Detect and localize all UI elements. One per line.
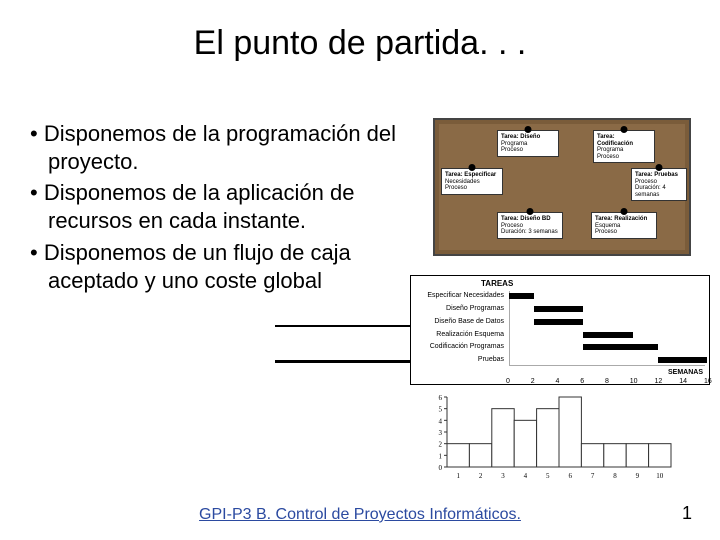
svg-text:6: 6 xyxy=(439,394,443,402)
svg-text:4: 4 xyxy=(439,417,443,425)
pin-icon xyxy=(525,126,532,133)
bullet-item: Disponemos de la aplicación de recursos … xyxy=(30,179,430,234)
gantt-task-label: Especificar Necesidades xyxy=(404,292,504,299)
page-number: 1 xyxy=(682,503,692,524)
task-card-line: Tarea: Realización xyxy=(595,216,653,223)
gantt-bar xyxy=(583,332,633,338)
task-card-line: Proceso xyxy=(597,154,651,161)
gantt-task-label: Realización Esquema xyxy=(404,331,504,338)
task-card-line: Programa xyxy=(597,147,651,154)
bullet-item: Disponemos de la programación del proyec… xyxy=(30,120,430,175)
task-card-line: Proceso xyxy=(595,229,653,236)
task-card: Tarea: DiseñoProgramaProceso xyxy=(497,130,559,157)
gantt-bar xyxy=(583,344,657,350)
gantt-x-tick: 4 xyxy=(556,378,560,385)
gantt-grid xyxy=(509,291,705,366)
svg-text:9: 9 xyxy=(636,472,640,480)
gantt-x-tick: 0 xyxy=(506,378,510,385)
gantt-task-label: Pruebas xyxy=(404,356,504,363)
svg-text:8: 8 xyxy=(613,472,617,480)
pin-icon xyxy=(656,164,663,171)
footer-text: GPI-P3 B. Control de Proyectos Informáti… xyxy=(0,506,720,524)
svg-text:5: 5 xyxy=(546,472,550,480)
task-card-line: Programa xyxy=(501,141,555,148)
gantt-x-tick: 16 xyxy=(704,378,712,385)
task-card-line: Esquema xyxy=(595,223,653,230)
bar-chart: 0 1 2 3 4 5 6 1 2 3 4 5 6 7 8 9 10 xyxy=(425,393,675,481)
gantt-task-label: Diseño Programas xyxy=(404,305,504,312)
svg-text:6: 6 xyxy=(568,472,572,480)
gantt-x-tick: 6 xyxy=(580,378,584,385)
task-card: Tarea: PruebasProcesoDuración: 4 semanas xyxy=(631,168,687,201)
svg-text:3: 3 xyxy=(501,472,505,480)
task-card-line: Proceso xyxy=(501,223,559,230)
gantt-bar xyxy=(658,357,708,363)
gantt-x-tick: 8 xyxy=(605,378,609,385)
task-card-line: Necesidades xyxy=(445,179,499,186)
slide-title: El punto de partida. . . xyxy=(0,24,720,63)
svg-text:1: 1 xyxy=(439,452,443,460)
svg-text:3: 3 xyxy=(439,429,443,437)
pin-icon xyxy=(621,126,628,133)
svg-text:7: 7 xyxy=(591,472,595,480)
gantt-bar xyxy=(534,306,584,312)
pin-icon xyxy=(621,208,628,215)
bar-chart-svg: 0 1 2 3 4 5 6 1 2 3 4 5 6 7 8 9 10 xyxy=(425,393,675,481)
svg-text:0: 0 xyxy=(439,464,443,472)
gantt-task-label: Codificación Programas xyxy=(404,343,504,350)
task-card-line: Tarea: Diseño xyxy=(501,134,555,141)
gantt-chart: TAREAS SEMANAS Especificar NecesidadesDi… xyxy=(410,275,710,385)
gantt-task-label: Diseño Base de Datos xyxy=(404,318,504,325)
svg-text:2: 2 xyxy=(439,441,443,449)
bullet-item: Disponemos de un flujo de caja aceptado … xyxy=(30,239,430,294)
gantt-bar xyxy=(534,319,584,325)
svg-text:2: 2 xyxy=(479,472,483,480)
svg-text:5: 5 xyxy=(439,406,443,414)
gantt-x-title: SEMANAS xyxy=(668,369,703,376)
bulletin-board: Tarea: DiseñoProgramaProcesoTarea: Codif… xyxy=(433,118,691,256)
task-card-line: Duración: 3 semanas xyxy=(501,229,559,236)
gantt-x-tick: 2 xyxy=(531,378,535,385)
svg-text:4: 4 xyxy=(524,472,528,480)
bullet-list: Disponemos de la programación del proyec… xyxy=(30,120,430,298)
task-card-line: Duración: 4 semanas xyxy=(635,185,683,198)
gantt-x-tick: 14 xyxy=(679,378,687,385)
task-card: Tarea: Diseño BDProcesoDuración: 3 seman… xyxy=(497,212,563,239)
gantt-bar xyxy=(509,293,534,299)
svg-text:1: 1 xyxy=(456,472,460,480)
task-card: Tarea: RealizaciónEsquemaProceso xyxy=(591,212,657,239)
accent-line xyxy=(275,325,430,327)
gantt-title: TAREAS xyxy=(481,279,513,288)
task-card-line: Proceso xyxy=(635,179,683,186)
task-card-line: Tarea: Especificar xyxy=(445,172,499,179)
gantt-x-tick: 12 xyxy=(655,378,663,385)
task-card-line: Tarea: Codificación xyxy=(597,134,651,147)
task-card-line: Tarea: Diseño BD xyxy=(501,216,559,223)
pin-icon xyxy=(469,164,476,171)
task-card-line: Proceso xyxy=(445,185,499,192)
task-card-line: Proceso xyxy=(501,147,555,154)
task-card-line: Tarea: Pruebas xyxy=(635,172,683,179)
task-card: Tarea: EspecificarNecesidadesProceso xyxy=(441,168,503,195)
task-card: Tarea: CodificaciónProgramaProceso xyxy=(593,130,655,163)
svg-text:10: 10 xyxy=(656,472,664,480)
pin-icon xyxy=(527,208,534,215)
gantt-x-tick: 10 xyxy=(630,378,638,385)
